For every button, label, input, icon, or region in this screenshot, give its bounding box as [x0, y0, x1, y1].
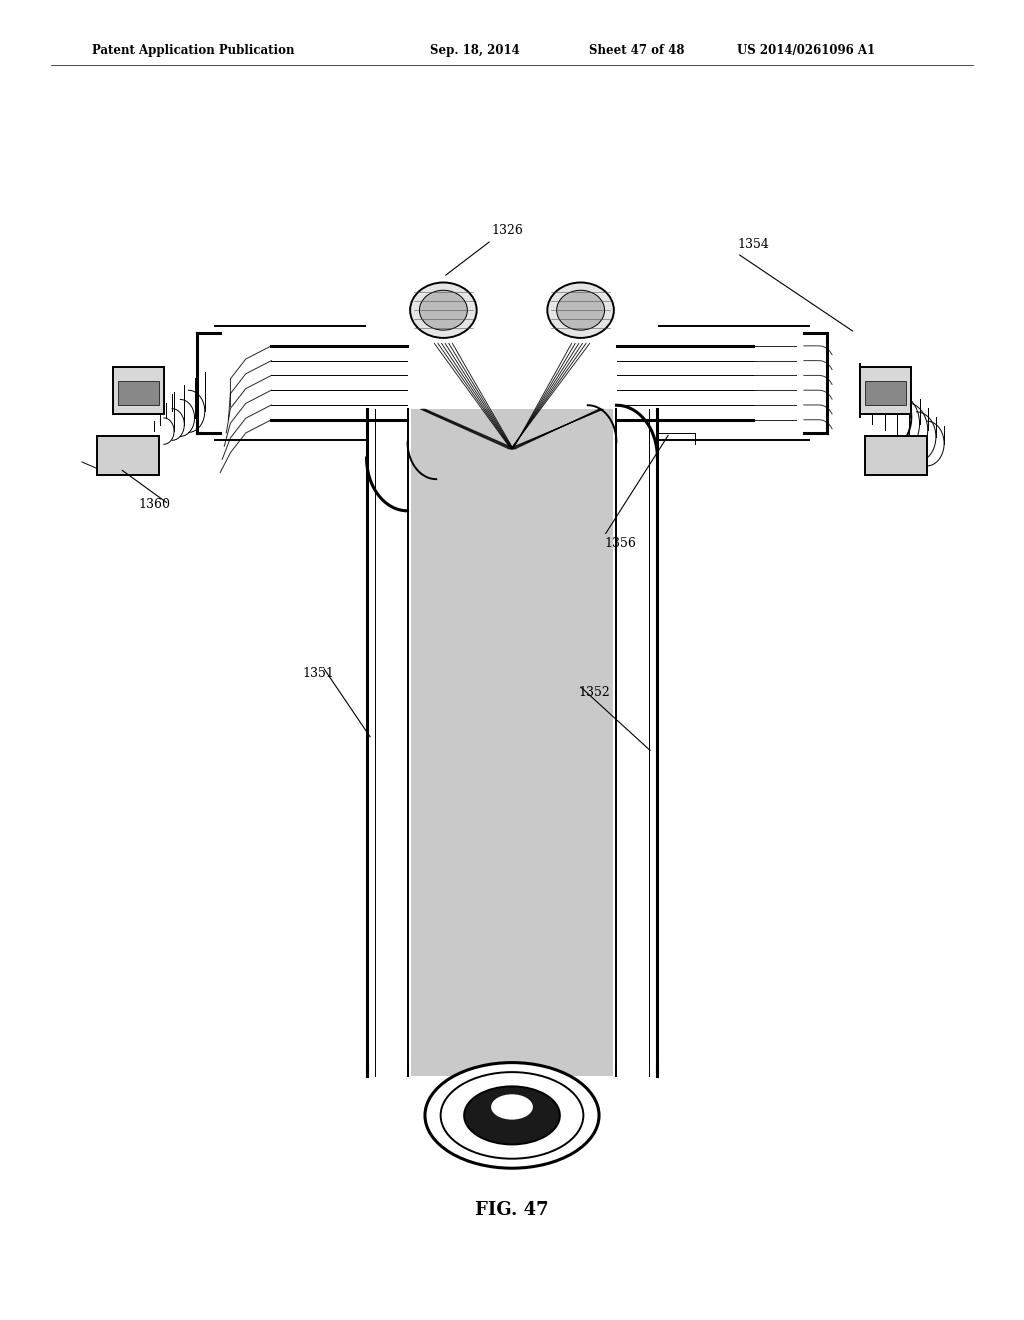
- Bar: [113, 367, 164, 414]
- Text: 1326: 1326: [492, 224, 523, 238]
- Text: 1356: 1356: [604, 537, 636, 550]
- Ellipse shape: [464, 1086, 560, 1144]
- Text: FIG. 47: FIG. 47: [475, 1201, 549, 1220]
- Bar: [411, 409, 613, 1076]
- Bar: [97, 436, 159, 475]
- Bar: [865, 436, 927, 475]
- Ellipse shape: [425, 1063, 599, 1168]
- Text: Patent Application Publication: Patent Application Publication: [92, 45, 295, 57]
- Ellipse shape: [420, 290, 467, 330]
- Text: 1354: 1354: [737, 238, 769, 251]
- Ellipse shape: [440, 1072, 584, 1159]
- Ellipse shape: [492, 1094, 532, 1119]
- Text: 1352: 1352: [579, 686, 610, 700]
- Text: Sheet 47 of 48: Sheet 47 of 48: [589, 45, 684, 57]
- Text: 1360: 1360: [138, 498, 170, 511]
- Text: 1351: 1351: [302, 667, 334, 680]
- Bar: [860, 367, 911, 414]
- Ellipse shape: [557, 290, 604, 330]
- Text: US 2014/0261096 A1: US 2014/0261096 A1: [737, 45, 876, 57]
- Ellipse shape: [547, 282, 613, 338]
- Bar: [865, 381, 906, 405]
- Bar: [118, 381, 159, 405]
- Ellipse shape: [410, 282, 477, 338]
- Text: Sep. 18, 2014: Sep. 18, 2014: [430, 45, 520, 57]
